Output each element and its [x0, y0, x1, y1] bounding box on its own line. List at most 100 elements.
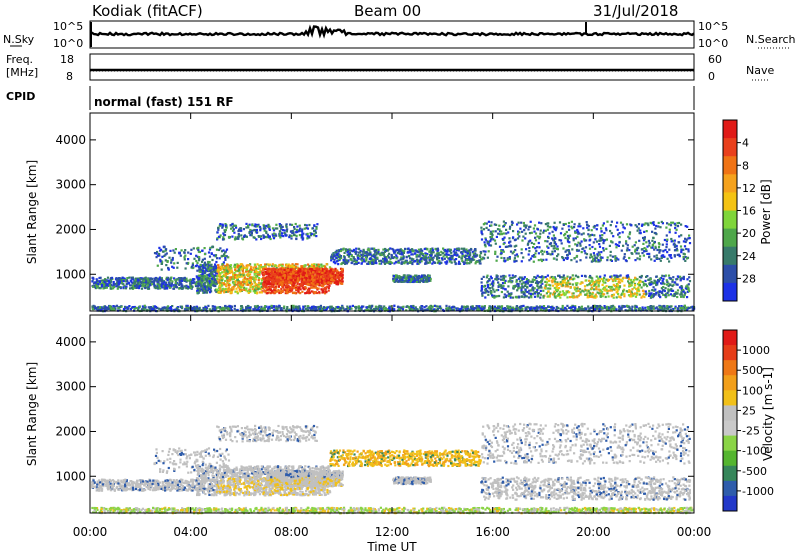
data-point	[242, 264, 245, 267]
data-point	[127, 281, 130, 284]
data-point	[603, 276, 606, 279]
data-point	[256, 225, 259, 228]
data-point	[236, 263, 239, 266]
data-point	[455, 258, 458, 261]
data-point	[174, 285, 177, 288]
data-point	[257, 235, 260, 238]
data-point	[278, 272, 281, 275]
data-point	[191, 266, 194, 269]
data-point	[625, 290, 628, 293]
data-point	[116, 287, 119, 290]
data-point	[633, 284, 637, 287]
data-point	[268, 228, 271, 231]
data-point	[191, 262, 194, 265]
data-point	[292, 274, 295, 278]
data-point	[549, 284, 552, 287]
data-point	[651, 289, 654, 292]
data-point	[432, 251, 435, 254]
data-point	[97, 283, 100, 286]
data-point	[240, 229, 243, 232]
data-point	[222, 261, 225, 264]
data-point	[106, 283, 109, 286]
data-point	[156, 281, 159, 284]
data-point	[555, 285, 558, 288]
data-point	[545, 278, 549, 281]
data-point	[254, 278, 258, 281]
data-point	[554, 296, 557, 299]
data-point	[254, 223, 257, 226]
data-point	[513, 275, 516, 279]
data-point	[219, 247, 222, 250]
data-point	[679, 278, 682, 281]
data-point	[456, 253, 459, 256]
data-point	[575, 287, 578, 290]
data-point	[357, 247, 360, 250]
data-point	[136, 286, 139, 289]
data-point	[545, 281, 549, 284]
data-point	[411, 250, 414, 253]
data-point	[238, 272, 241, 275]
data-point	[236, 279, 239, 282]
data-point	[523, 276, 526, 279]
data-point	[335, 280, 338, 283]
data-point	[430, 258, 433, 261]
data-point	[125, 282, 128, 286]
data-point	[451, 255, 454, 258]
data-point	[211, 281, 214, 284]
data-point	[168, 256, 171, 259]
data-point	[168, 286, 171, 289]
data-point	[662, 286, 665, 289]
data-point	[612, 296, 615, 299]
data-point	[573, 286, 576, 289]
data-point	[269, 287, 272, 290]
data-point	[259, 282, 262, 285]
data-point	[105, 286, 108, 289]
data-point	[203, 253, 207, 256]
data-point	[633, 292, 636, 295]
data-point	[308, 223, 311, 227]
data-point	[168, 284, 171, 287]
data-point	[346, 251, 349, 254]
data-point	[461, 259, 464, 262]
data-point	[547, 295, 550, 298]
data-point	[210, 252, 213, 255]
data-point	[203, 261, 207, 264]
data-point	[416, 259, 419, 262]
data-point	[385, 260, 389, 263]
data-point	[397, 259, 400, 262]
data-point	[274, 288, 277, 291]
data-point	[98, 280, 101, 284]
data-point	[215, 282, 218, 285]
data-point	[198, 289, 201, 292]
data-point	[673, 239, 676, 242]
data-point	[316, 264, 319, 267]
data-point	[571, 295, 574, 298]
data-point	[239, 290, 242, 293]
data-point	[198, 257, 201, 260]
data-point	[384, 258, 387, 261]
data-point	[183, 258, 186, 261]
data-point	[686, 278, 689, 281]
data-point	[286, 289, 289, 292]
data-point	[242, 228, 245, 231]
data-point	[246, 266, 249, 269]
data-point	[160, 284, 163, 288]
data-point	[304, 286, 307, 289]
data-point	[678, 286, 682, 289]
data-point	[489, 275, 492, 278]
data-point	[208, 291, 212, 294]
data-point	[404, 247, 407, 250]
data-point	[558, 287, 561, 290]
data-point	[609, 275, 612, 278]
data-point	[556, 289, 559, 292]
data-point	[314, 266, 318, 269]
data-point	[254, 286, 258, 289]
data-point	[369, 262, 372, 265]
data-point	[275, 266, 278, 270]
data-point	[283, 288, 286, 291]
data-point	[495, 289, 498, 292]
data-point	[324, 292, 327, 295]
data-point	[292, 265, 295, 268]
data-point	[597, 277, 600, 280]
data-point	[629, 295, 632, 298]
